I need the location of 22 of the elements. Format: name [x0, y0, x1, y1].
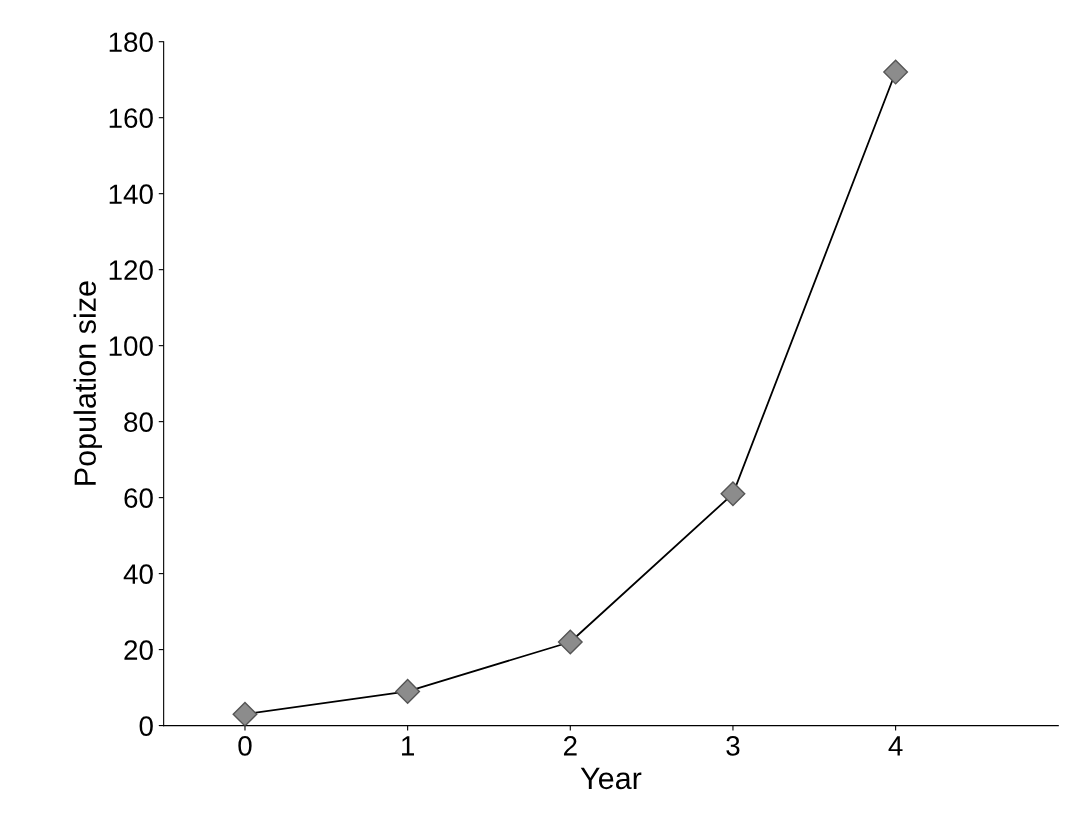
y-tick-label: 60 — [124, 488, 153, 508]
y-tick-label: 80 — [124, 412, 153, 432]
x-tick-label: 3 — [726, 736, 740, 756]
y-tick-label: 180 — [109, 32, 153, 53]
x-tick-label: 0 — [238, 736, 252, 756]
x-tick-label: 4 — [888, 736, 903, 756]
y-tick-label: 160 — [109, 108, 153, 129]
x-tick-label: 1 — [402, 736, 415, 756]
point — [232, 701, 258, 726]
y-tick-label: 0 — [139, 716, 153, 736]
point — [720, 481, 746, 507]
point — [557, 629, 583, 655]
point — [883, 59, 909, 85]
y-axis-title: Population size — [73, 281, 103, 485]
y-tick-label: 120 — [109, 260, 153, 280]
y-tick-label: 140 — [109, 184, 153, 205]
y-tick-label: 20 — [124, 640, 153, 660]
y-tick-label: 40 — [123, 564, 153, 584]
point — [395, 678, 421, 704]
y-tick-label: 100 — [109, 336, 153, 356]
x-axis-title: Year — [580, 767, 642, 790]
x-tick-label: 2 — [563, 736, 577, 756]
